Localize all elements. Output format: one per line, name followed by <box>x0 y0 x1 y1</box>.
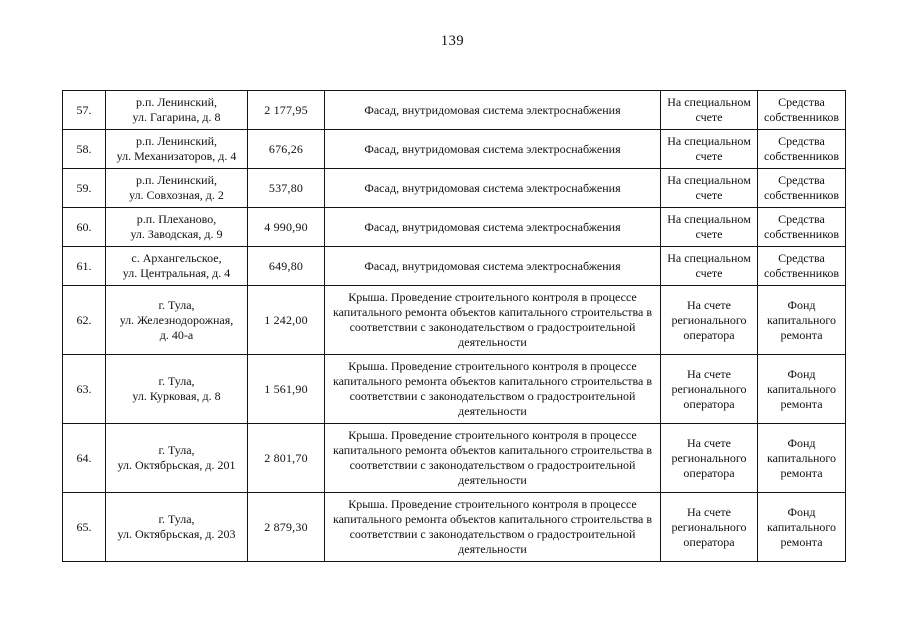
cell-amount: 4 990,90 <box>247 207 325 247</box>
cell-row-number: 59. <box>62 168 106 208</box>
cell-work-type: Фасад, внутридомовая система электроснаб… <box>324 246 661 286</box>
cell-work-type: Фасад, внутридомовая система электроснаб… <box>324 207 661 247</box>
cell-row-number: 65. <box>62 492 106 562</box>
page-number: 139 <box>440 33 465 49</box>
cell-row-number: 64. <box>62 423 106 493</box>
table-row: 63. г. Тула, ул. Курковая, д. 8 1 561,90… <box>62 354 846 424</box>
cell-funding-source: Средства собственников <box>757 129 846 169</box>
cell-address: р.п. Ленинский, ул. Гагарина, д. 8 <box>105 90 248 130</box>
cell-funding-source: Фонд капитального ремонта <box>757 354 846 424</box>
cell-account-type: На специальном счете <box>660 129 758 169</box>
cell-work-type: Крыша. Проведение строительного контроля… <box>324 492 661 562</box>
cell-account-type: На счете регионального оператора <box>660 423 758 493</box>
cell-funding-source: Средства собственников <box>757 90 846 130</box>
table-body: 57. р.п. Ленинский, ул. Гагарина, д. 8 2… <box>62 90 846 562</box>
cell-work-type: Фасад, внутридомовая система электроснаб… <box>324 129 661 169</box>
cell-address: р.п. Плеханово, ул. Заводская, д. 9 <box>105 207 248 247</box>
cell-work-type: Фасад, внутридомовая система электроснаб… <box>324 168 661 208</box>
cell-work-type: Крыша. Проведение строительного контроля… <box>324 354 661 424</box>
cell-row-number: 62. <box>62 285 106 355</box>
cell-row-number: 61. <box>62 246 106 286</box>
cell-amount: 1 561,90 <box>247 354 325 424</box>
table-row: 60. р.п. Плеханово, ул. Заводская, д. 9 … <box>62 207 846 247</box>
cell-amount: 2 801,70 <box>247 423 325 493</box>
cell-account-type: На счете регионального оператора <box>660 285 758 355</box>
cell-funding-source: Средства собственников <box>757 168 846 208</box>
cell-row-number: 57. <box>62 90 106 130</box>
cell-amount: 537,80 <box>247 168 325 208</box>
cell-amount: 2 879,30 <box>247 492 325 562</box>
cell-funding-source: Средства собственников <box>757 207 846 247</box>
cell-address: р.п. Ленинский, ул. Механизаторов, д. 4 <box>105 129 248 169</box>
table-row: 62. г. Тула, ул. Железнодорожная, д. 40-… <box>62 285 846 355</box>
table-row: 65. г. Тула, ул. Октябрьская, д. 203 2 8… <box>62 492 846 562</box>
cell-funding-source: Фонд капитального ремонта <box>757 423 846 493</box>
cell-funding-source: Фонд капитального ремонта <box>757 492 846 562</box>
cell-account-type: На специальном счете <box>660 90 758 130</box>
cell-amount: 1 242,00 <box>247 285 325 355</box>
cell-account-type: На специальном счете <box>660 168 758 208</box>
cell-address: г. Тула, ул. Октябрьская, д. 201 <box>105 423 248 493</box>
cell-address: г. Тула, ул. Курковая, д. 8 <box>105 354 248 424</box>
table-row: 64. г. Тула, ул. Октябрьская, д. 201 2 8… <box>62 423 846 493</box>
cell-address: г. Тула, ул. Железнодорожная, д. 40-а <box>105 285 248 355</box>
cell-work-type: Крыша. Проведение строительного контроля… <box>324 285 661 355</box>
cell-row-number: 58. <box>62 129 106 169</box>
table-row: 59. р.п. Ленинский, ул. Совхозная, д. 2 … <box>62 168 846 208</box>
cell-account-type: На счете регионального оператора <box>660 492 758 562</box>
cell-funding-source: Фонд капитального ремонта <box>757 285 846 355</box>
table-row: 61. с. Архангельское, ул. Центральная, д… <box>62 246 846 286</box>
cell-amount: 2 177,95 <box>247 90 325 130</box>
cell-work-type: Фасад, внутридомовая система электроснаб… <box>324 90 661 130</box>
cell-funding-source: Средства собственников <box>757 246 846 286</box>
cell-address: с. Архангельское, ул. Центральная, д. 4 <box>105 246 248 286</box>
cell-row-number: 63. <box>62 354 106 424</box>
cell-account-type: На специальном счете <box>660 207 758 247</box>
cell-row-number: 60. <box>62 207 106 247</box>
cell-account-type: На специальном счете <box>660 246 758 286</box>
cell-address: г. Тула, ул. Октябрьская, д. 203 <box>105 492 248 562</box>
table-row: 57. р.п. Ленинский, ул. Гагарина, д. 8 2… <box>62 90 846 130</box>
cell-address: р.п. Ленинский, ул. Совхозная, д. 2 <box>105 168 248 208</box>
cell-account-type: На счете регионального оператора <box>660 354 758 424</box>
repair-program-table: 57. р.п. Ленинский, ул. Гагарина, д. 8 2… <box>62 90 846 562</box>
cell-amount: 676,26 <box>247 129 325 169</box>
table-row: 58. р.п. Ленинский, ул. Механизаторов, д… <box>62 129 846 169</box>
cell-amount: 649,80 <box>247 246 325 286</box>
cell-work-type: Крыша. Проведение строительного контроля… <box>324 423 661 493</box>
